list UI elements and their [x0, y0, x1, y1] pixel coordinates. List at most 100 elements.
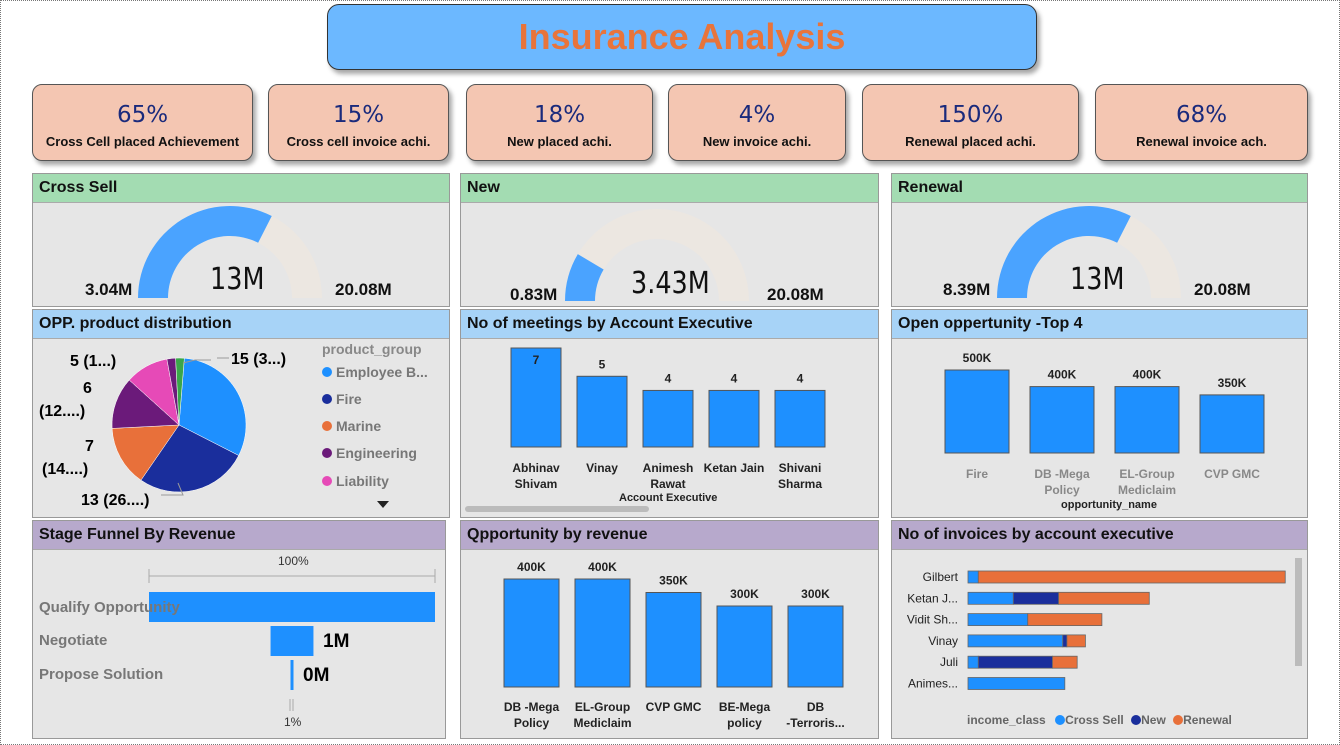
stacked-bar-segment[interactable] [1027, 613, 1103, 626]
pie-leader-line [182, 359, 211, 364]
funnel-top-percent: 100% [278, 554, 309, 568]
funnel-bar[interactable] [149, 592, 435, 622]
pie-data-label: 7 [85, 438, 94, 455]
category-label: Sharma [778, 477, 822, 491]
legend-dot [322, 421, 332, 431]
bar-value-label: 400K [517, 560, 546, 574]
bar[interactable] [944, 369, 1010, 454]
pie-leader-line [161, 482, 184, 496]
legend-scroll-down-icon[interactable] [377, 501, 389, 509]
kpi-card-cross-cell-placed[interactable]: 65% Cross Cell placed Achievement [32, 84, 253, 161]
pie-data-label: 15 (3...) [231, 351, 287, 368]
vertical-scrollbar[interactable] [1295, 558, 1302, 666]
category-label: DB [807, 700, 825, 714]
dashboard-title-box: Insurance Analysis [327, 4, 1037, 70]
funnel-svg [148, 569, 436, 711]
kpi-card-new-placed[interactable]: 18% New placed achi. [466, 84, 653, 161]
stage-funnel-panel[interactable]: Stage Funnel By Revenue 100% Qualify Opp… [32, 520, 446, 739]
cross-sell-gauge-panel[interactable]: Cross Sell 3.04M 13M 20.08M [32, 173, 450, 307]
pie-slice[interactable] [111, 424, 180, 481]
bar[interactable] [1199, 394, 1265, 454]
kpi-value: 68% [1175, 102, 1228, 128]
bar-value-label: 350K [1218, 376, 1247, 390]
bar[interactable] [503, 578, 560, 688]
bar[interactable] [574, 578, 631, 688]
stacked-bar-segment[interactable] [967, 634, 1064, 648]
bar[interactable] [787, 605, 844, 688]
category-label: Mediclaim [573, 716, 631, 730]
stacked-bar-segment[interactable] [1052, 655, 1078, 669]
stacked-bar-segment[interactable] [977, 570, 1286, 584]
stacked-bar-segment[interactable] [1058, 591, 1150, 605]
category-label: Fire [966, 467, 988, 481]
kpi-value: 150% [937, 102, 1004, 128]
bar[interactable] [774, 389, 826, 448]
funnel-bar[interactable] [270, 626, 314, 656]
opportunity-by-revenue-panel[interactable]: Qpportunity by revenue 400K DB -Mega Polic… [460, 520, 879, 739]
kpi-card-cross-cell-invoice[interactable]: 15% Cross cell invoice achi. [268, 84, 449, 161]
stacked-bar-segment[interactable] [1066, 634, 1086, 648]
pie-data-label: 6 [83, 380, 92, 397]
gauge-svg [138, 206, 322, 298]
stacked-bar-segment[interactable] [1062, 634, 1068, 648]
panel-title: Open oppertunity -Top 4 [892, 310, 1307, 339]
stacked-bar-segment[interactable] [967, 570, 979, 584]
gauge-min-label: 0.83M [510, 285, 558, 304]
legend-item-marine[interactable]: Marine [322, 418, 381, 434]
kpi-card-renewal-invoice[interactable]: 68% Renewal invoice ach. [1095, 84, 1308, 161]
pie-data-label: 13 (26....) [81, 492, 150, 509]
legend-item-employee[interactable]: Employee B... [322, 364, 428, 380]
funnel-bar[interactable] [290, 660, 294, 690]
bar[interactable] [716, 605, 773, 688]
stacked-bar-segment[interactable] [967, 677, 1066, 690]
bar[interactable] [642, 389, 694, 448]
horizontal-scrollbar[interactable] [465, 506, 649, 512]
bar-value-label: 350K [659, 574, 688, 588]
bar[interactable] [708, 389, 760, 448]
gauge-max-label: 20.08M [767, 285, 824, 304]
gauge-max-label: 20.08M [1194, 280, 1251, 299]
invoices-by-executive-panel[interactable]: No of invoices by account executive Gilb… [891, 520, 1308, 739]
kpi-value: 65% [116, 102, 169, 128]
funnel-stage-label: Negotiate [39, 632, 108, 649]
bar[interactable] [510, 347, 562, 448]
kpi-label: Renewal invoice ach. [1136, 134, 1267, 149]
stacked-bar-segment[interactable] [967, 591, 1014, 605]
legend-item-engineering[interactable]: Engineering [322, 445, 417, 461]
gauge-fill [997, 206, 1131, 298]
funnel-stage-label: Qualify Opportunity [39, 599, 180, 616]
bar[interactable] [576, 375, 628, 448]
new-gauge-panel[interactable]: New 0.83M 3.43M 20.08M [460, 173, 879, 307]
meetings-by-executive-panel[interactable]: No of meetings by Account Executive 7 Abh… [460, 309, 879, 518]
gauge-min-label: 8.39M [943, 280, 991, 299]
stacked-bar-segment[interactable] [967, 613, 1029, 626]
pie-slice[interactable] [140, 424, 239, 493]
stacked-bar-segment[interactable] [977, 655, 1053, 669]
bar[interactable] [1114, 386, 1180, 454]
stacked-bar-segment[interactable] [1012, 591, 1060, 605]
legend-item-fire[interactable]: Fire [322, 391, 362, 407]
invoices-stacked-bar-chart: Gilbert Ketan J... Vidit Sh... Vinay Juli Ani… [907, 570, 1286, 691]
kpi-card-new-invoice[interactable]: 4% New invoice achi. [668, 84, 846, 161]
legend-dot [1173, 715, 1184, 725]
category-label: DB -Mega [504, 700, 560, 714]
x-axis-title: opportunity_name [1061, 499, 1157, 511]
stacked-bar-segment[interactable] [967, 655, 979, 669]
legend-label: New [1141, 713, 1166, 727]
open-opportunity-top4-panel[interactable]: Open oppertunity -Top 4 500K Fire 400K DB -… [891, 309, 1308, 518]
legend-item-liability[interactable]: Liability [322, 473, 389, 489]
opp-product-distribution-panel[interactable]: OPP. product distribution 5 (1...) 15 (3… [32, 309, 450, 518]
category-label: EL-Group [575, 700, 630, 714]
pie-slice[interactable] [178, 357, 247, 456]
renewal-gauge-panel[interactable]: Renewal 8.39M 13M 20.08M [891, 173, 1308, 307]
invoice-legend: income_class Cross Sell New Renewal [967, 713, 1232, 727]
category-label: Gilbert [923, 570, 959, 584]
kpi-value: 4% [738, 102, 776, 128]
x-axis-title: Account Executive [619, 492, 718, 504]
bar[interactable] [1029, 386, 1095, 454]
pie-slice[interactable] [175, 357, 185, 426]
bar[interactable] [645, 592, 702, 688]
kpi-card-renewal-placed[interactable]: 150% Renewal placed achi. [862, 84, 1079, 161]
gauge-svg [565, 209, 749, 301]
pie-data-label: 5 (1...) [70, 353, 117, 370]
